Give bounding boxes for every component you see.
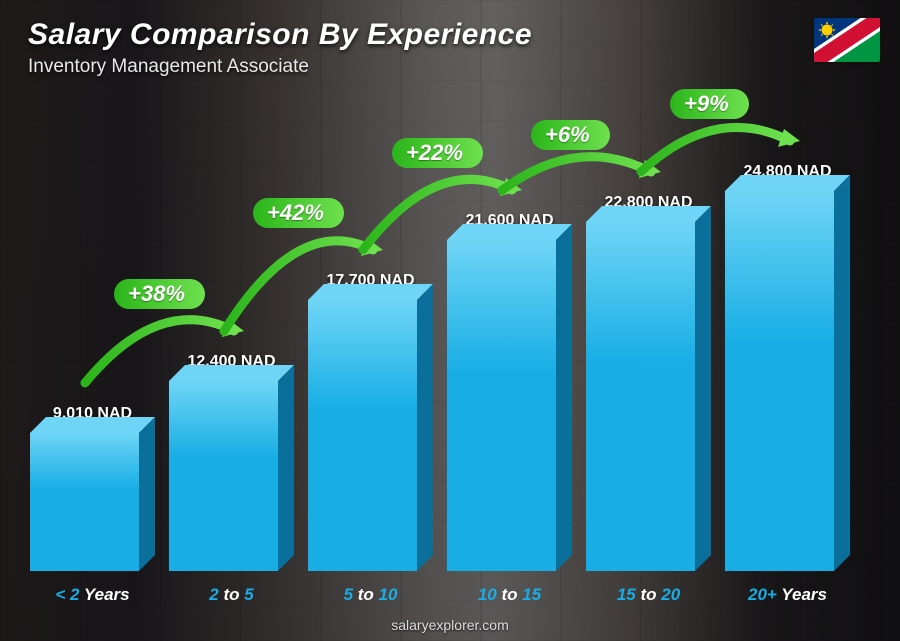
header: Salary Comparison By Experience Inventor… xyxy=(28,18,872,78)
page-title: Salary Comparison By Experience xyxy=(28,18,872,52)
bar xyxy=(447,240,572,571)
delta-badge: +6% xyxy=(531,120,610,150)
bar xyxy=(308,300,433,571)
footer-attribution: salaryexplorer.com xyxy=(0,617,900,633)
page-subtitle: Inventory Management Associate xyxy=(28,56,872,78)
x-axis-tick-label: 15 to 20 xyxy=(586,585,711,605)
bar xyxy=(169,381,294,571)
x-axis-tick-label: 2 to 5 xyxy=(169,585,294,605)
country-flag-icon xyxy=(814,18,880,62)
x-axis-tick-label: 10 to 15 xyxy=(447,585,572,605)
x-axis-tick-label: 20+ Years xyxy=(725,585,850,605)
delta-badge: +22% xyxy=(392,138,483,168)
delta-badge: +42% xyxy=(253,198,344,228)
bar xyxy=(586,222,711,571)
delta-badge: +9% xyxy=(670,89,749,119)
bar-slot: 22,800 NAD xyxy=(586,194,711,571)
bar-slot: 17,700 NAD xyxy=(308,272,433,571)
bar xyxy=(30,433,155,571)
bar-slot: 24,800 NAD xyxy=(725,163,850,571)
x-axis-tick-label: < 2 Years xyxy=(30,585,155,605)
bar-slot: 12,400 NAD xyxy=(169,353,294,571)
bar-slot: 9,010 NAD xyxy=(30,405,155,571)
bar xyxy=(725,191,850,571)
x-axis-labels: < 2 Years 2 to 5 5 to 10 10 to 15 15 to 20 20… xyxy=(30,585,850,605)
x-axis-tick-label: 5 to 10 xyxy=(308,585,433,605)
delta-badge: +38% xyxy=(114,279,205,309)
bar-slot: 21,600 NAD xyxy=(447,212,572,571)
